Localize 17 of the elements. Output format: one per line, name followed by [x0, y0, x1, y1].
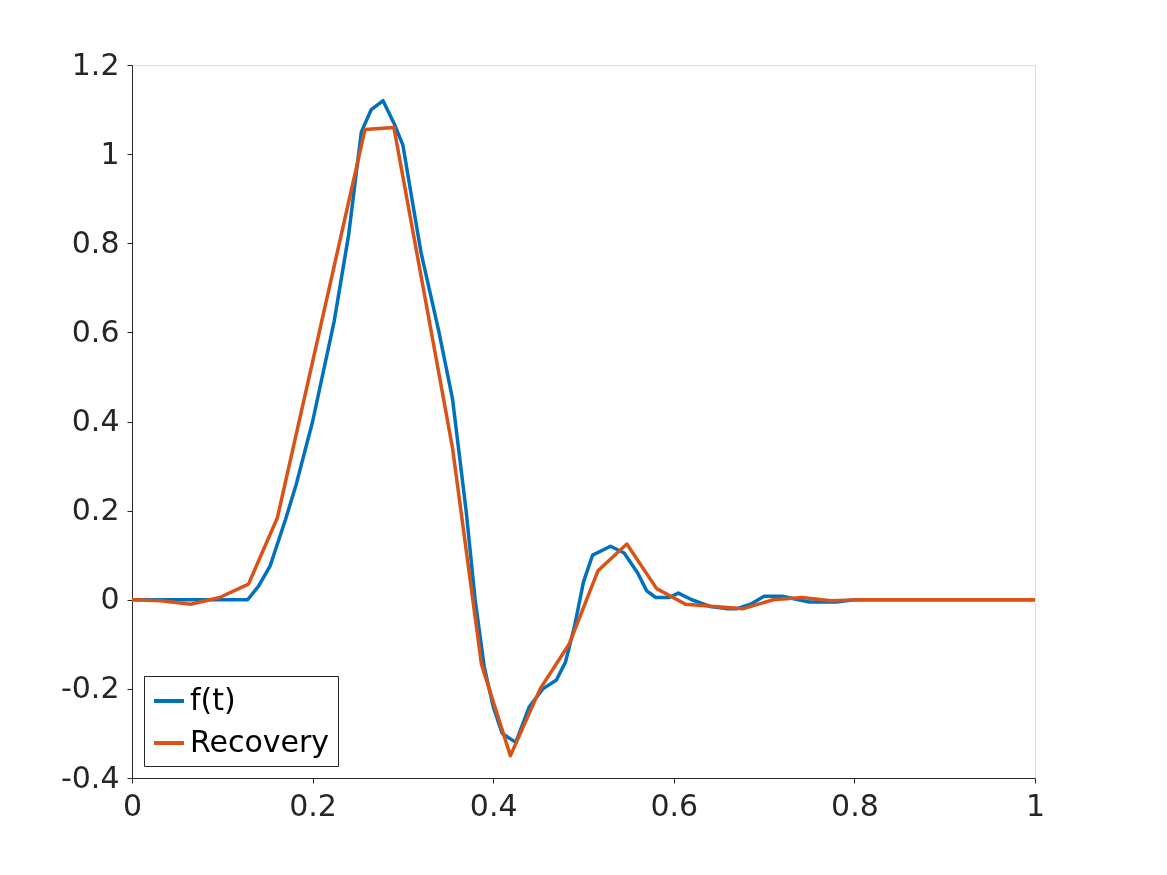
x-tick-label: 0 [122, 787, 143, 823]
y-tick-label: 0.2 [71, 492, 120, 528]
x-tick-label: 1 [1025, 787, 1046, 823]
y-tick-label: 0.8 [71, 224, 120, 260]
y-tick-label: 0 [100, 581, 120, 617]
x-tick-label: 0.8 [831, 787, 879, 823]
legend-label: f(t) [190, 682, 236, 717]
y-tick-label: 1.2 [71, 46, 120, 82]
y-tick-label: -0.2 [60, 670, 120, 706]
y-tick-label: 1 [100, 135, 120, 171]
x-tick-label: 0.6 [650, 787, 699, 823]
x-tick-label: 0.2 [289, 787, 337, 823]
y-tick-label: 0.6 [71, 313, 120, 349]
x-tick-label: 0.4 [469, 787, 518, 823]
y-tick-label: -0.4 [60, 759, 120, 795]
legend-label: Recovery [190, 724, 330, 759]
y-tick-label: 0.4 [71, 403, 120, 438]
